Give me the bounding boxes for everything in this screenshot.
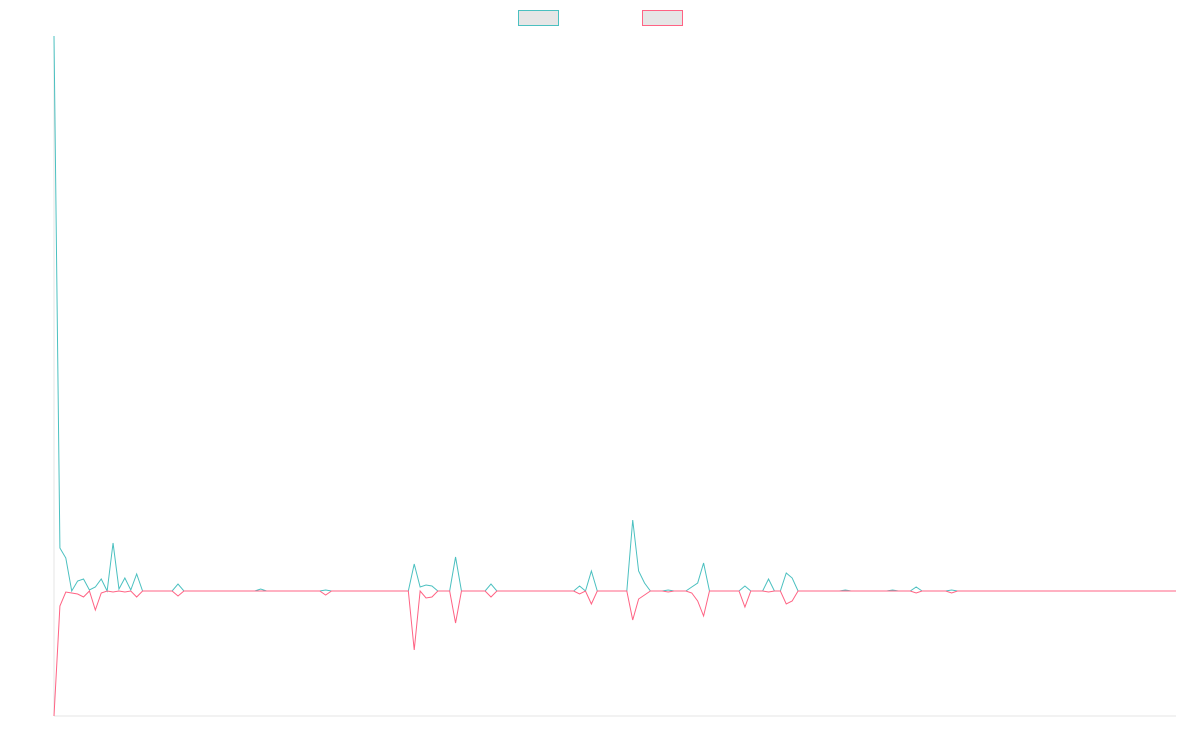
legend-swatch[interactable] xyxy=(518,10,559,26)
legend-swatch[interactable] xyxy=(642,10,683,26)
series-line xyxy=(53,589,1176,717)
series-line xyxy=(53,35,1176,593)
axes xyxy=(53,36,1176,717)
